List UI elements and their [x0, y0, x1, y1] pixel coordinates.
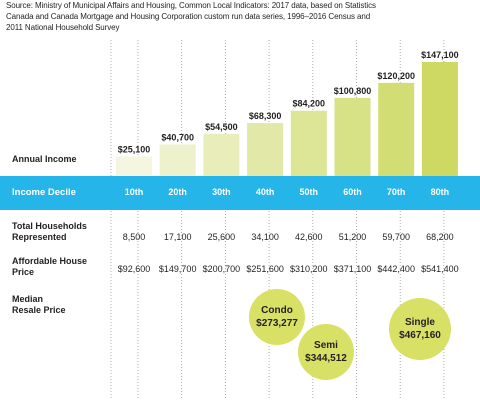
- bar-value-label: $25,100: [118, 145, 151, 155]
- affordable-price-value: $442,400: [377, 264, 415, 274]
- households-value: 8,500: [122, 232, 146, 242]
- affordable-price-value: $541,400: [421, 264, 459, 274]
- bar-60th: [334, 97, 371, 176]
- affordable-price-value: $251,600: [246, 264, 284, 274]
- decile-tick-label: 40th: [255, 187, 275, 197]
- affordable-price-label: Affordable House Price: [12, 256, 88, 277]
- decile-tick-label: 80th: [430, 187, 450, 197]
- median-resale-label: Median Resale Price: [12, 294, 66, 315]
- bubble-single: Single $467,160: [389, 298, 451, 360]
- affordable-price-value: $149,700: [158, 264, 197, 274]
- affordable-price-value: $200,700: [202, 264, 241, 274]
- decile-tick-label: 20th: [168, 187, 187, 197]
- households-value: 51,200: [338, 232, 367, 242]
- decile-tick-label: 30th: [212, 187, 231, 197]
- bar-value-label: $40,700: [161, 132, 194, 142]
- affordable-price-value: $310,200: [290, 264, 328, 274]
- bubble-semi: Semi $344,512: [298, 324, 354, 380]
- total-households-label: Total Households Represented: [12, 221, 87, 242]
- annual-income-label: Annual Income: [12, 154, 77, 164]
- bar-value-label: $120,200: [377, 71, 415, 81]
- affordable-price-value: $92,600: [117, 264, 151, 274]
- bar-value-label: $54,500: [205, 122, 238, 132]
- bar-20th: [159, 144, 196, 176]
- bar-70th: [378, 82, 415, 176]
- bubble-semi-price: $344,512: [305, 353, 347, 364]
- bubble-condo-type: Condo: [261, 305, 293, 316]
- income-decile-label: Income Decile: [12, 187, 76, 198]
- decile-tick-label: 70th: [386, 187, 406, 197]
- decile-tick-label: 50th: [299, 187, 319, 197]
- bubble-single-price: $467,160: [399, 330, 441, 341]
- bar-value-label: $100,800: [334, 86, 372, 96]
- bubble-single-type: Single: [404, 317, 435, 328]
- households-value: 59,700: [382, 232, 410, 242]
- bar-value-label: $147,100: [421, 50, 459, 60]
- bar-50th: [290, 110, 327, 176]
- bar-40th: [247, 123, 284, 176]
- decile-tick-label: 10th: [124, 187, 144, 197]
- households-value: 68,200: [426, 232, 454, 242]
- bar-30th: [203, 133, 240, 176]
- bubble-condo: Condo $273,277: [249, 289, 305, 345]
- households-value: 25,600: [207, 232, 236, 242]
- source-note: Source: Ministry of Municipal Affairs an…: [6, 1, 376, 32]
- decile-tick-label: 60th: [343, 187, 362, 197]
- bar-value-label: $68,300: [249, 111, 282, 121]
- households-value: 17,100: [163, 232, 192, 242]
- bar-10th: [116, 156, 152, 176]
- bubble-semi-type: Semi: [314, 340, 338, 351]
- households-value: 42,600: [295, 232, 323, 242]
- income-decile-band: [0, 176, 480, 210]
- bubble-condo-price: $273,277: [256, 318, 298, 329]
- bar-80th: [421, 62, 458, 176]
- households-value: 34,100: [251, 232, 279, 242]
- affordable-price-value: $371,100: [333, 264, 372, 274]
- bar-value-label: $84,200: [293, 99, 326, 109]
